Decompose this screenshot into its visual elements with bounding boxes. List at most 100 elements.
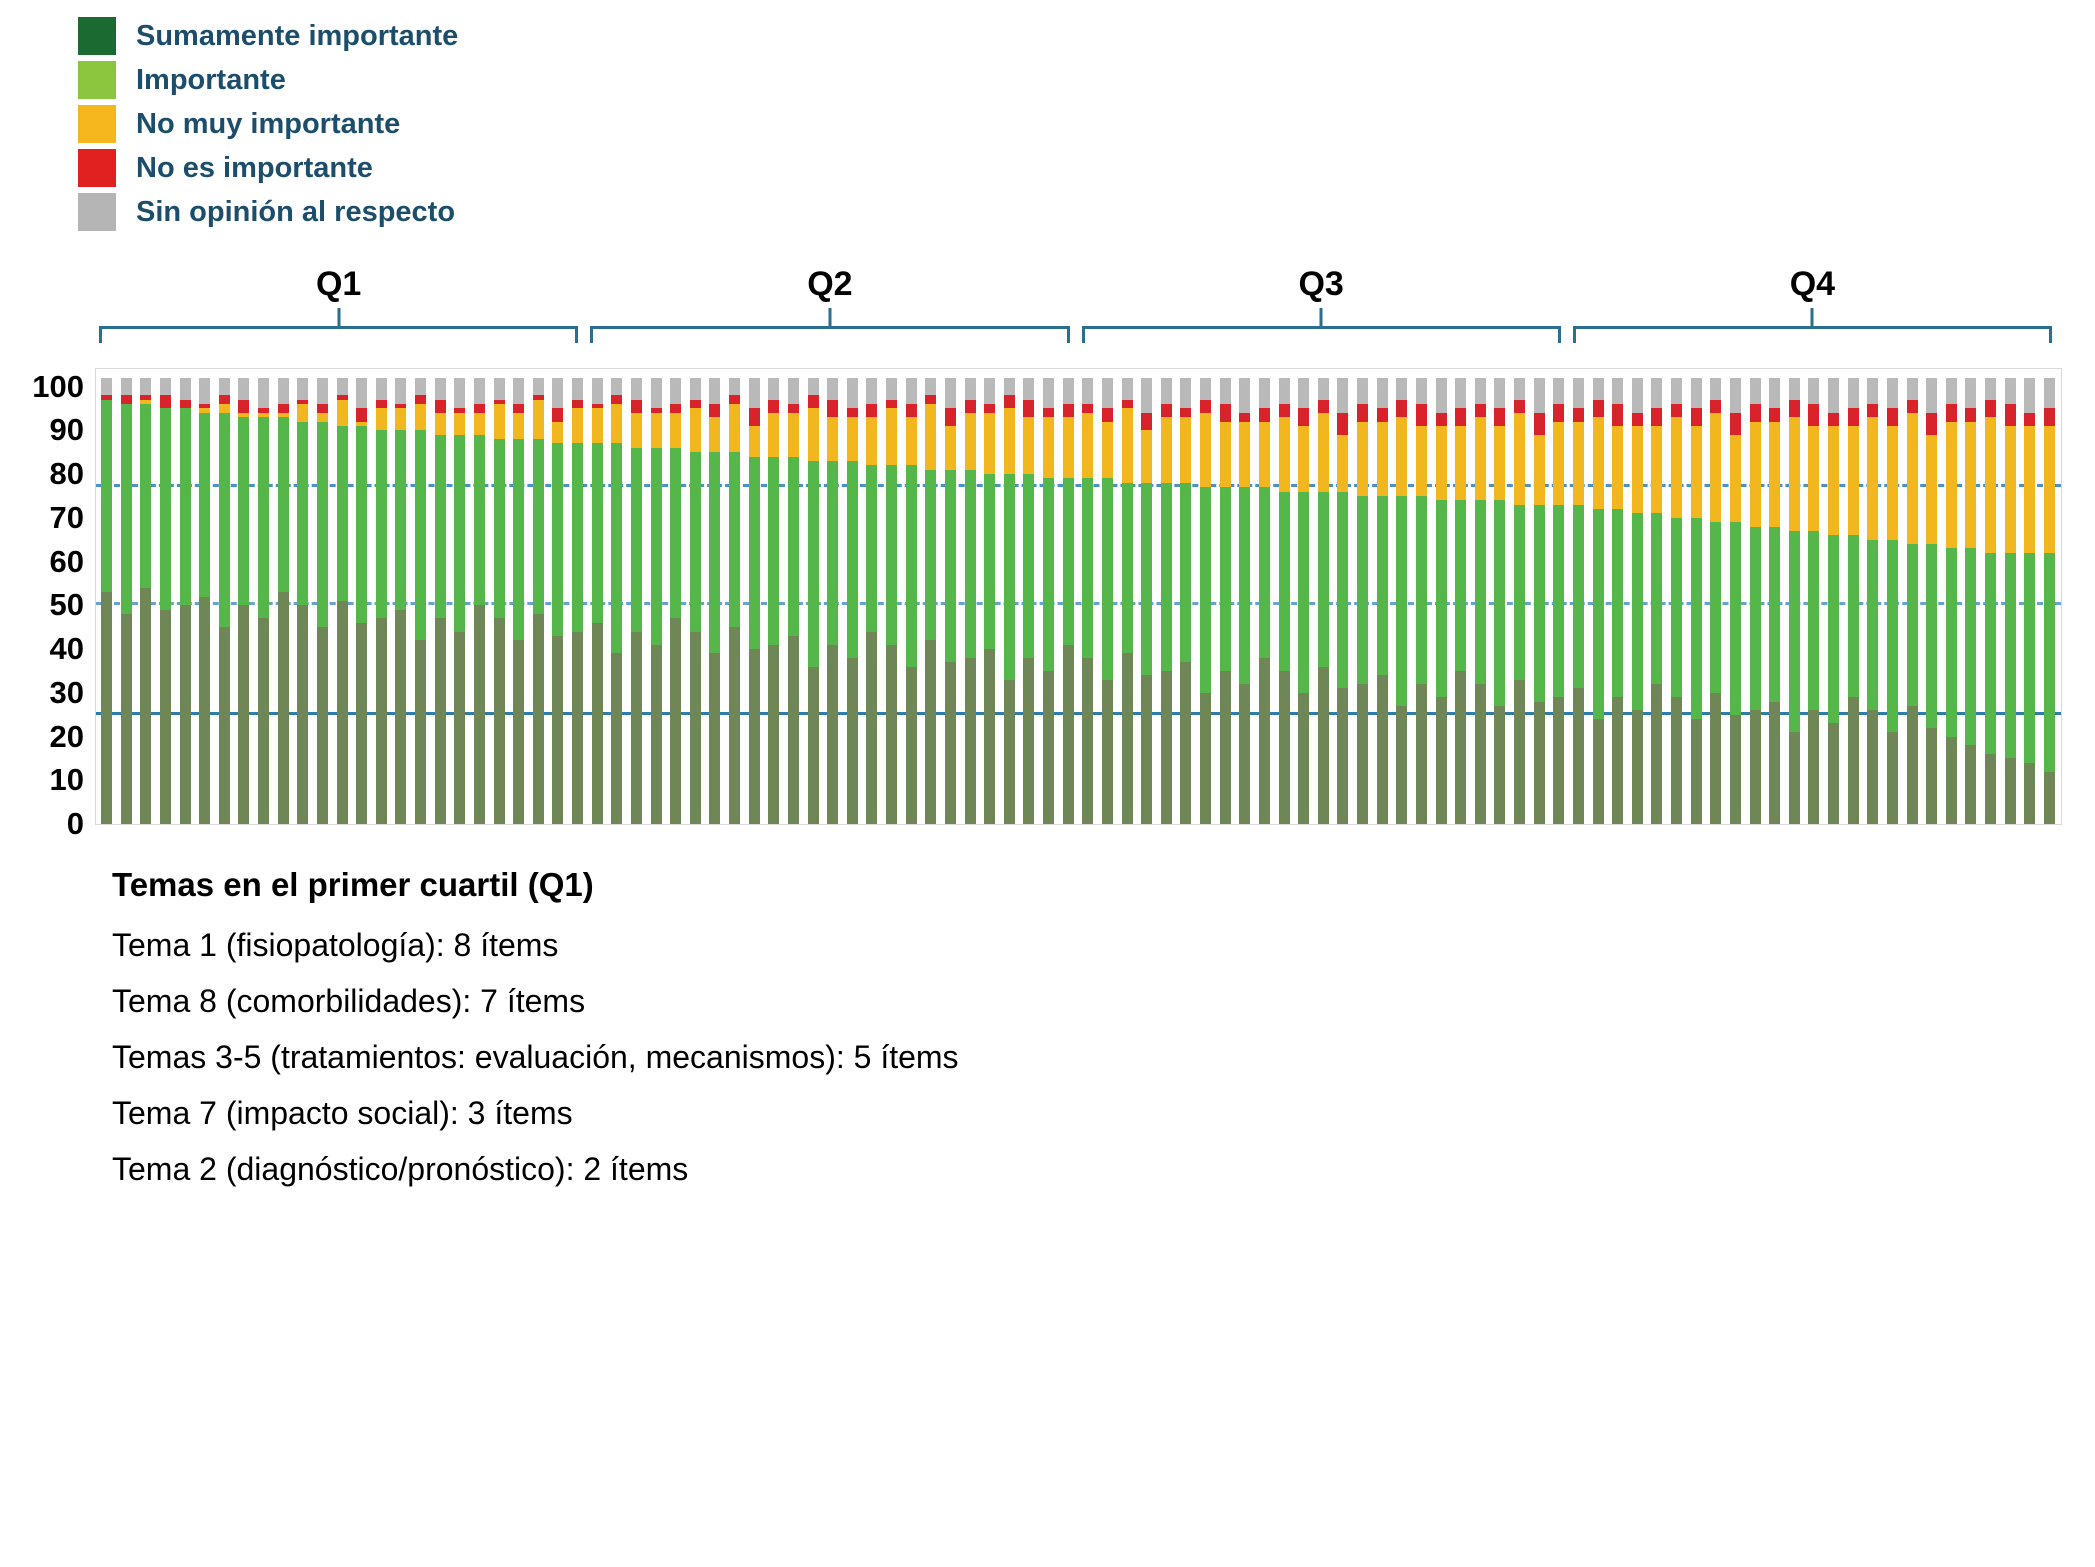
bar-segment-importante (709, 452, 721, 654)
bar-segment-no_muy_importante (1867, 417, 1879, 540)
bar-segment-sumamente_importante (689, 631, 701, 824)
bar-segment-no_es_importante (1651, 408, 1663, 426)
quartile-label-q1: Q1 (315, 265, 362, 303)
bar-segment-importante (650, 447, 662, 645)
bar-segment-importante (1141, 482, 1153, 676)
bar-segment-no_muy_importante (964, 412, 976, 470)
y-tick-label: 80 (49, 456, 84, 491)
bar-segment-sumamente_importante (532, 614, 544, 824)
bar (434, 377, 446, 824)
bar-segment-no_es_importante (925, 395, 937, 404)
bar-segment-importante (1749, 526, 1761, 711)
bar-segment-no_muy_importante (729, 404, 740, 453)
bar-segment-no_es_importante (375, 399, 387, 409)
bar-segment-importante (1101, 478, 1113, 680)
bar-segment-no_es_importante (1514, 399, 1525, 413)
bar-segment-sumamente_importante (1828, 723, 1839, 824)
bar-segment-sumamente_importante (984, 649, 996, 824)
bar (238, 377, 250, 824)
bar-segment-sin_opinion (1926, 377, 1938, 413)
y-tick-label: 40 (49, 631, 84, 666)
y-tick-label: 60 (49, 543, 84, 579)
bar-segment-importante (1200, 487, 1211, 693)
bar-segment-no_muy_importante (375, 408, 387, 431)
bar-segment-no_es_importante (552, 408, 564, 422)
bar-segment-no_muy_importante (1337, 434, 1349, 492)
bar-segment-sin_opinion (1023, 377, 1035, 400)
bar-segment-no_muy_importante (572, 408, 583, 444)
bar-segment-sin_opinion (1985, 377, 1996, 400)
bar-segment-no_es_importante (1357, 404, 1368, 422)
bar-segment-no_es_importante (1631, 412, 1643, 426)
bracket-center-tick (828, 308, 832, 327)
bar-segment-sin_opinion (532, 377, 544, 396)
bar (1828, 377, 1839, 824)
bar-segment-no_es_importante (1494, 408, 1506, 426)
bar-segment-no_es_importante (1886, 408, 1898, 426)
bar-segment-no_muy_importante (1906, 412, 1918, 544)
bar-segment-no_es_importante (591, 404, 603, 409)
bar-segment-no_es_importante (1965, 408, 1977, 422)
bar-segment-sumamente_importante (1278, 670, 1290, 824)
bar-segment-importante (748, 456, 760, 649)
bar-segment-no_es_importante (729, 395, 740, 404)
bar (1788, 377, 1800, 824)
bar-segment-no_muy_importante (415, 404, 426, 431)
bar-segment-sin_opinion (1376, 377, 1388, 409)
bar (1671, 377, 1682, 824)
bar (905, 377, 917, 824)
bar-segment-no_es_importante (159, 395, 171, 409)
quartile-label-q4: Q4 (1789, 265, 1836, 303)
bar (1553, 377, 1565, 824)
bar-segment-importante (1985, 552, 1996, 754)
bar-segment-sin_opinion (572, 377, 583, 400)
bar-segment-sin_opinion (1219, 377, 1231, 404)
footer-line: Temas 3-5 (tratamientos: evaluación, mec… (112, 1039, 959, 1075)
bar-segment-no_muy_importante (493, 404, 505, 439)
bar-segment-sin_opinion (415, 377, 426, 396)
bar (159, 377, 171, 824)
bar-segment-no_muy_importante (513, 412, 525, 439)
bar-segment-no_muy_importante (1101, 421, 1113, 479)
bar-segment-importante (1455, 500, 1467, 671)
bar-segment-importante (670, 447, 682, 619)
bar-segment-sin_opinion (1474, 377, 1486, 404)
bar (1003, 377, 1015, 824)
bar (1121, 377, 1133, 824)
bar-segment-no_muy_importante (1160, 417, 1172, 483)
bar-segment-importante (1435, 500, 1447, 698)
bar-segment-sin_opinion (1455, 377, 1467, 409)
bar-segment-no_muy_importante (611, 404, 623, 444)
bar-segment-importante (179, 408, 191, 606)
bar-segment-sin_opinion (1494, 377, 1506, 409)
bar-segment-no_es_importante (1396, 399, 1408, 418)
bar-segment-importante (729, 452, 740, 628)
bar-segment-no_muy_importante (2024, 425, 2036, 553)
bar-segment-sumamente_importante (670, 618, 682, 824)
bar-segment-no_muy_importante (886, 408, 897, 466)
y-tick-label: 70 (49, 499, 84, 535)
bar-segment-no_muy_importante (591, 408, 603, 444)
bar-segment-sin_opinion (1298, 377, 1310, 409)
bar-segment-sin_opinion (1160, 377, 1172, 404)
bar (866, 377, 878, 824)
bar-segment-no_es_importante (689, 399, 701, 409)
bar (1396, 377, 1408, 824)
bar (1631, 377, 1643, 824)
bar (1572, 377, 1584, 824)
bar-segment-sin_opinion (356, 377, 368, 409)
bar-segment-no_es_importante (846, 408, 858, 418)
bar-segment-importante (827, 460, 839, 645)
legend-item-label: No es importante (136, 151, 373, 184)
bar-segment-importante (572, 443, 583, 632)
bar (611, 377, 623, 824)
bar-segment-importante (846, 460, 858, 658)
quartile-bracket-q1: Q1 (99, 265, 579, 343)
bar-segment-no_es_importante (827, 399, 839, 418)
bar-segment-no_es_importante (1337, 412, 1349, 435)
bar-segment-importante (1278, 491, 1290, 671)
bar-segment-no_es_importante (1828, 412, 1839, 426)
bar (2043, 377, 2055, 824)
bar-segment-sin_opinion (729, 377, 740, 396)
bar-segment-no_muy_importante (866, 417, 878, 466)
